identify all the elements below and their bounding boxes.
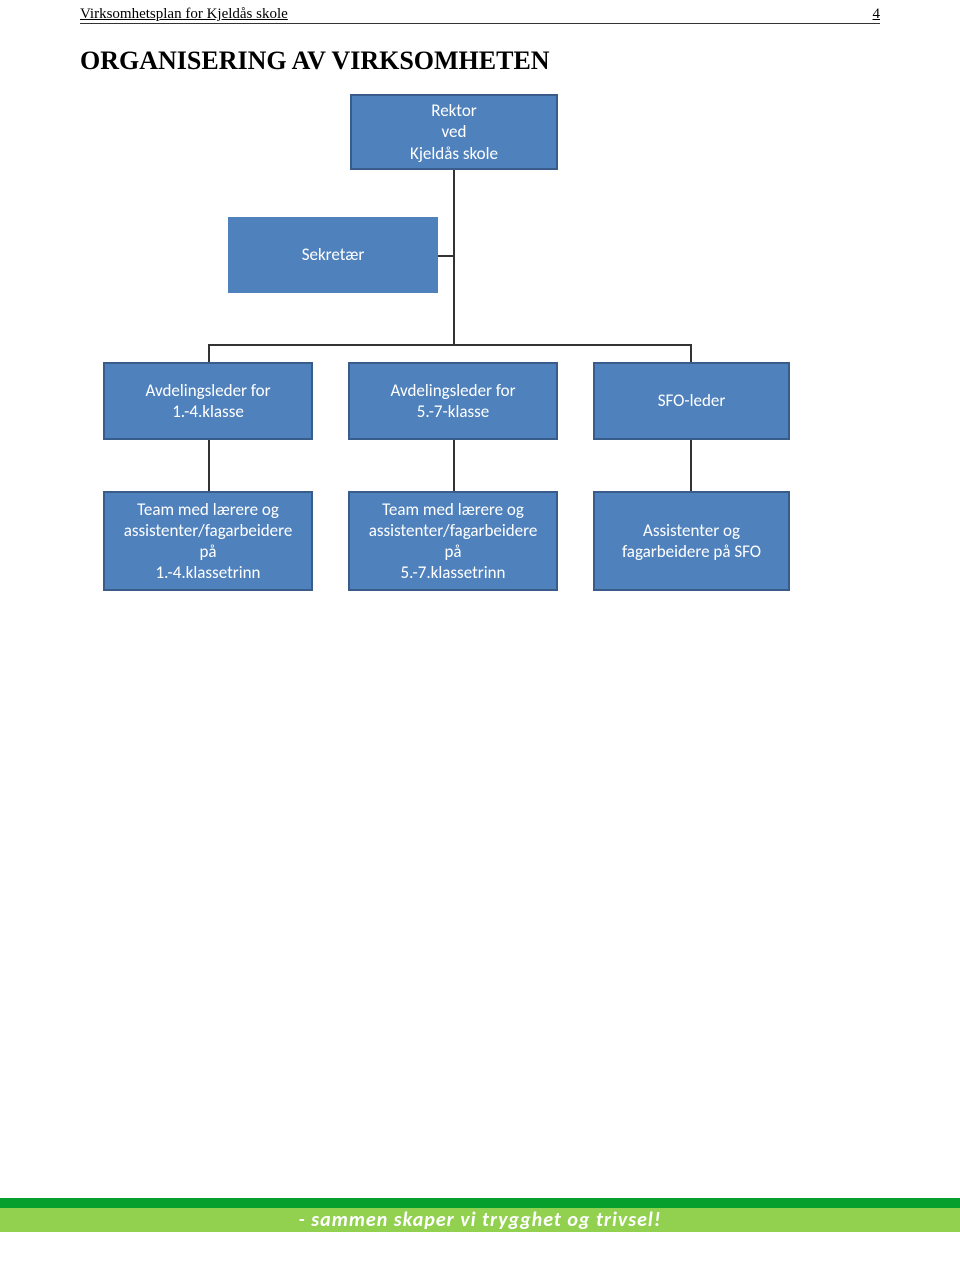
connector xyxy=(453,440,455,491)
org-node-line: assistenter/fagarbeidere xyxy=(124,520,293,541)
connector xyxy=(208,344,210,362)
org-node-avd2: Avdelingsleder for5.-7-klasse xyxy=(348,362,558,440)
connector xyxy=(208,344,692,346)
footer-bar-bottom: - sammen skaper vi trygghet og trivsel! xyxy=(0,1208,960,1232)
connector xyxy=(690,344,692,362)
org-node-team2: Team med lærere ogassistenter/fagarbeide… xyxy=(348,491,558,591)
org-node-line: Team med lærere og xyxy=(382,499,524,520)
org-node-line: 1.-4.klasse xyxy=(172,401,244,422)
org-node-line: Team med lærere og xyxy=(137,499,279,520)
org-chart: RektorvedKjeldås skole Sekretær Avdelingsl… xyxy=(80,84,880,684)
org-node-sfo: SFO-leder xyxy=(593,362,790,440)
org-node-line: Assistenter og xyxy=(643,520,740,541)
header-row: Virksomhetsplan for Kjeldås skole 4 xyxy=(80,0,880,24)
org-node-line: på xyxy=(199,541,216,562)
org-node-line: 5.-7.klassetrinn xyxy=(401,562,506,583)
header-right: 4 xyxy=(873,6,881,23)
connector xyxy=(438,255,454,257)
org-node-sekretaer: Sekretær xyxy=(228,217,438,293)
org-node-line: Avdelingsleder for xyxy=(390,380,515,401)
footer-text: - sammen skaper vi trygghet og trivsel! xyxy=(299,1208,662,1232)
org-node-line: 5.-7-klasse xyxy=(417,401,490,422)
connector xyxy=(453,170,455,344)
header-left: Virksomhetsplan for Kjeldås skole xyxy=(80,6,288,23)
org-node-line: Sekretær xyxy=(302,244,365,265)
connector xyxy=(208,440,210,491)
org-node-line: ved xyxy=(442,121,467,142)
footer-bar-top xyxy=(0,1198,960,1208)
org-node-team1: Team med lærere ogassistenter/fagarbeide… xyxy=(103,491,313,591)
org-node-line: Kjeldås skole xyxy=(410,143,498,164)
org-node-line: Avdelingsleder for xyxy=(145,380,270,401)
org-node-line: assistenter/fagarbeidere xyxy=(369,520,538,541)
org-node-line: på xyxy=(444,541,461,562)
org-node-avd1: Avdelingsleder for1.-4.klasse xyxy=(103,362,313,440)
org-node-line: 1.-4.klassetrinn xyxy=(156,562,261,583)
org-node-rektor: RektorvedKjeldås skole xyxy=(350,94,558,170)
connector xyxy=(690,440,692,491)
org-node-line: Rektor xyxy=(431,100,476,121)
page-title: ORGANISERING AV VIRKSOMHETEN xyxy=(80,46,880,76)
org-node-line: fagarbeidere på SFO xyxy=(622,541,761,562)
org-node-team3: Assistenter ogfagarbeidere på SFO xyxy=(593,491,790,591)
org-node-line: SFO-leder xyxy=(658,390,726,411)
